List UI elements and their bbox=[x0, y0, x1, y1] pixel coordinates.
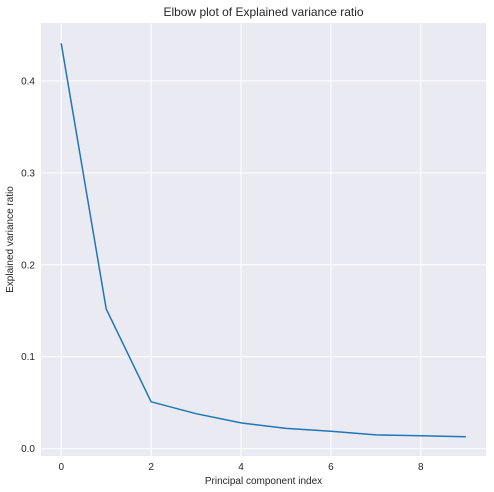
x-tick-label: 2 bbox=[148, 462, 154, 473]
chart-title: Elbow plot of Explained variance ratio bbox=[163, 5, 363, 19]
y-axis-label: Explained variance ratio bbox=[5, 186, 16, 293]
x-tick-label: 6 bbox=[328, 462, 334, 473]
y-tick-label: 0.4 bbox=[21, 76, 35, 87]
y-tick-label: 0.0 bbox=[21, 444, 35, 455]
y-tick-label: 0.1 bbox=[21, 352, 35, 363]
y-tick-labels: 0.0 0.1 0.2 0.3 0.4 bbox=[21, 76, 35, 455]
plot-background bbox=[41, 23, 486, 456]
series-line bbox=[60, 43, 466, 438]
x-tick-label: 0 bbox=[58, 462, 64, 473]
grid-lines bbox=[41, 23, 486, 456]
x-axis-label: Principal component index bbox=[205, 476, 322, 487]
x-tick-labels: 0 2 4 6 8 bbox=[58, 462, 424, 473]
x-tick-label: 8 bbox=[418, 462, 424, 473]
y-tick-label: 0.2 bbox=[21, 260, 35, 271]
x-tick-label: 4 bbox=[238, 462, 244, 473]
y-tick-label: 0.3 bbox=[21, 168, 35, 179]
